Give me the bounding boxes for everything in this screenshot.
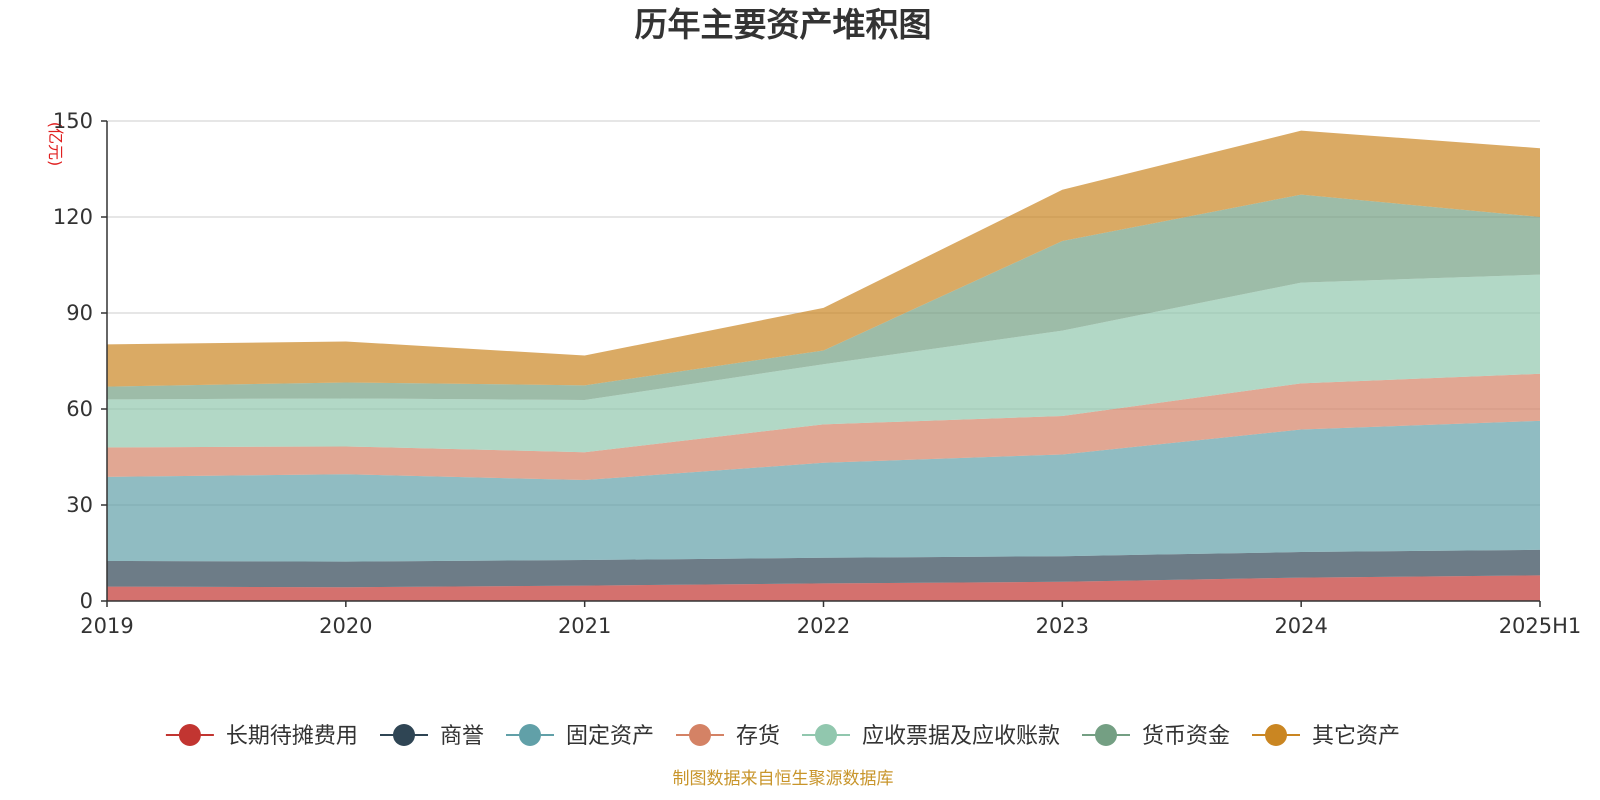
- grid-lines: 0 30 60 90 120 150: [53, 109, 1540, 613]
- legend-label: 应收票据及应收账款: [862, 724, 1060, 749]
- y-tick-label: 150: [53, 109, 93, 133]
- legend-item-4[interactable]: 存货: [676, 724, 780, 749]
- area-series-4[interactable]: [107, 373, 1540, 481]
- chart-title: 历年主要资产堆积图: [635, 5, 932, 44]
- y-axis-unit-label: (亿元): [46, 122, 65, 167]
- legend-swatch-dot: [519, 724, 541, 746]
- legend-swatch-dot: [393, 724, 415, 746]
- area-series-3[interactable]: [107, 420, 1540, 562]
- x-tick-label: 2022: [797, 614, 850, 638]
- legend-label: 长期待摊费用: [226, 724, 358, 749]
- y-tick-label: 90: [66, 301, 93, 325]
- x-tick-label: 2025H1: [1499, 614, 1582, 638]
- legend-item-2[interactable]: 商誉: [380, 724, 484, 749]
- legend-swatch-dot: [1265, 724, 1287, 746]
- x-tick-label: 2020: [319, 614, 372, 638]
- legend-item-5[interactable]: 应收票据及应收账款: [802, 724, 1060, 749]
- x-tick-label: 2021: [558, 614, 611, 638]
- area-series-1[interactable]: [107, 575, 1540, 601]
- legend-label: 其它资产: [1312, 724, 1400, 749]
- y-tick-label: 30: [66, 493, 93, 517]
- legend[interactable]: 长期待摊费用 商誉 固定资产 存货 应收票据及应收账款 货币资金 其它资产: [165, 724, 1400, 749]
- area-series-7[interactable]: [107, 130, 1540, 387]
- legend-swatch-dot: [178, 724, 201, 746]
- legend-label: 商誉: [440, 724, 484, 749]
- y-tick-label: 0: [80, 589, 93, 613]
- legend-label: 存货: [736, 724, 780, 749]
- area-series-5[interactable]: [107, 274, 1540, 453]
- legend-item-1[interactable]: 长期待摊费用: [165, 724, 358, 749]
- area-series-layer: [107, 130, 1540, 601]
- data-source-note: 制图数据来自恒生聚源数据库: [673, 769, 894, 789]
- legend-label: 固定资产: [566, 724, 654, 749]
- area-series-2[interactable]: [107, 549, 1540, 588]
- y-tick-label: 120: [53, 205, 93, 229]
- legend-item-6[interactable]: 货币资金: [1082, 724, 1230, 749]
- x-tick-label: 2019: [80, 614, 133, 638]
- legend-swatch-dot: [689, 724, 711, 746]
- legend-swatch-dot: [815, 724, 837, 746]
- legend-swatch-dot: [1095, 724, 1117, 746]
- legend-item-7[interactable]: 其它资产: [1252, 724, 1400, 749]
- area-series-6[interactable]: [107, 194, 1540, 401]
- y-tick-label: 60: [66, 397, 93, 421]
- axes: 2019 2020 2021 2022 2023 2024 2025H1: [80, 120, 1582, 638]
- x-tick-label: 2023: [1036, 614, 1089, 638]
- legend-label: 货币资金: [1142, 724, 1230, 749]
- legend-item-3[interactable]: 固定资产: [506, 724, 654, 749]
- x-tick-label: 2024: [1274, 614, 1327, 638]
